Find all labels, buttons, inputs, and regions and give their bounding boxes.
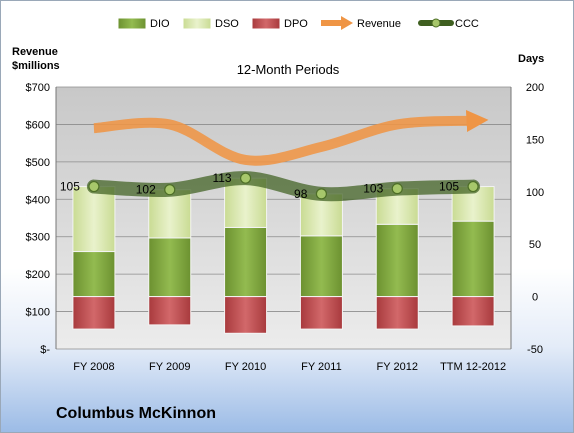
legend-item-dio: DIO xyxy=(117,17,170,30)
ccc-point xyxy=(391,183,403,195)
legend-item-ccc: CCC xyxy=(418,18,479,30)
legend-label: CCC xyxy=(455,18,479,30)
legend-swatch xyxy=(117,17,147,30)
right-tick-label: 0 xyxy=(532,292,538,304)
bar-dpo xyxy=(299,296,343,330)
left-tick-label: $300 xyxy=(26,232,50,244)
left-axis-label-line1: Revenue xyxy=(12,46,58,58)
ccc-point xyxy=(239,172,252,184)
bar-dio xyxy=(148,237,192,298)
category-label: FY 2011 xyxy=(301,361,342,373)
right-tick-label: 150 xyxy=(526,134,544,146)
revenue-line xyxy=(93,110,489,166)
left-tick-label: $100 xyxy=(26,307,50,319)
legend-item-dpo: DPO xyxy=(251,17,308,30)
chart-title: 12-Month Periods xyxy=(237,62,340,77)
ccc-point xyxy=(164,184,176,196)
bar-dpo xyxy=(451,296,495,327)
bar-dio xyxy=(299,235,343,298)
legend-label: DIO xyxy=(150,18,170,30)
ccc-data-label: 105 xyxy=(60,180,80,194)
category-label: TTM 12-2012 xyxy=(440,361,506,373)
legend-label: Revenue xyxy=(357,18,401,30)
bar-dio xyxy=(375,223,419,298)
legend-swatch xyxy=(182,17,212,30)
left-axis-ticks: $- $100 $200 $300 $400 $500 $600 $700 xyxy=(26,82,51,356)
bar-dio xyxy=(72,251,116,298)
left-tick-label: $200 xyxy=(26,269,50,281)
right-axis-label: Days xyxy=(518,53,544,65)
legend-item-revenue: Revenue xyxy=(321,16,401,30)
legend-swatch xyxy=(251,17,281,30)
bar-dpo xyxy=(224,296,268,334)
category-label: FY 2010 xyxy=(225,361,266,373)
left-tick-label: $700 xyxy=(26,82,50,94)
bar-dso xyxy=(148,189,192,239)
bar-dio xyxy=(451,220,495,298)
left-axis-label-line2: $millions xyxy=(12,60,60,72)
category-label: FY 2009 xyxy=(149,361,190,373)
ccc-data-label: 105 xyxy=(439,180,459,194)
right-tick-label: -50 xyxy=(527,344,543,356)
ccc-point xyxy=(315,188,328,200)
right-tick-label: 200 xyxy=(526,82,544,94)
bar-dpo xyxy=(375,296,419,330)
right-tick-label: 50 xyxy=(529,239,541,251)
legend-label: DPO xyxy=(284,18,308,30)
bar-dpo xyxy=(148,296,192,326)
bar-dpo xyxy=(72,296,116,330)
left-tick-label: $500 xyxy=(26,157,50,169)
legend-item-dso: DSO xyxy=(182,17,239,30)
bar-dio xyxy=(224,226,268,298)
right-axis-ticks: -50 0 50 100 150 200 xyxy=(526,82,544,356)
ccc-point xyxy=(88,180,100,193)
left-tick-label: $400 xyxy=(26,194,50,206)
legend: DIO DSO DPO Revenue CCC xyxy=(117,16,479,30)
company-name: Columbus McKinnon xyxy=(56,405,216,422)
bar-dso xyxy=(72,186,116,253)
ccc-data-label: 103 xyxy=(363,182,383,196)
data-labels: 105 102 113 98 103 105 xyxy=(60,171,460,201)
ccc-data-label: 102 xyxy=(136,183,156,197)
lines-layer xyxy=(86,110,489,202)
points-layer xyxy=(88,172,479,200)
left-tick-label: $600 xyxy=(26,119,50,131)
ccc-point xyxy=(467,180,479,193)
right-tick-label: 100 xyxy=(526,187,544,199)
ccc-data-label: 98 xyxy=(294,187,308,201)
left-tick-label: $- xyxy=(40,344,50,356)
category-labels: FY 2008 FY 2009 FY 2010 FY 2011 FY 2012 TTM 1… xyxy=(73,361,506,373)
ccc-data-label: 113 xyxy=(212,171,231,185)
category-label: FY 2012 xyxy=(377,361,418,373)
category-label: FY 2008 xyxy=(73,361,114,373)
plot-area xyxy=(56,87,511,349)
ccc-line xyxy=(86,171,481,202)
legend-arrow-head xyxy=(341,16,353,30)
legend-ccc-marker xyxy=(431,18,441,28)
legend-label: DSO xyxy=(215,18,239,30)
